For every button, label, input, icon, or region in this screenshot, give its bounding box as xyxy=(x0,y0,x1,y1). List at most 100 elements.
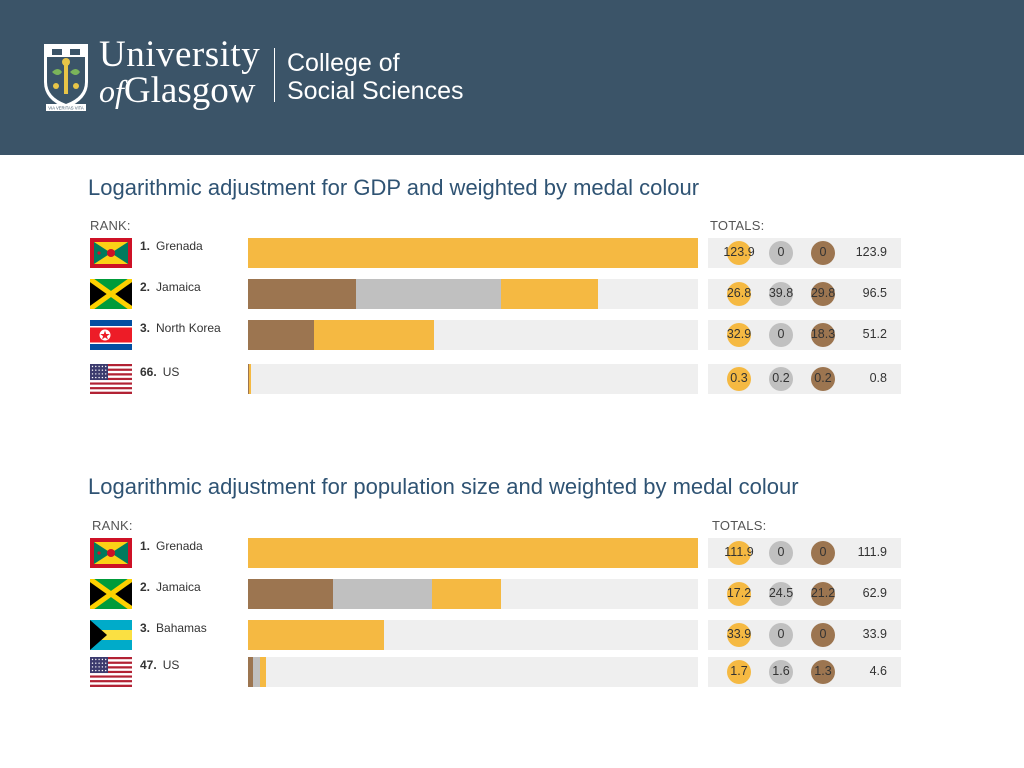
totals-row: 0.3 0.2 0.2 0.8 xyxy=(708,364,901,394)
us-flag-icon xyxy=(90,364,132,394)
bronze-medal-value: 0 xyxy=(819,627,827,641)
logo-line-glasgow: ofGlasgow xyxy=(99,72,260,109)
logo-of: of xyxy=(99,73,124,109)
silver-medal-dot xyxy=(769,582,793,606)
rank-heading: RANK: xyxy=(92,518,133,533)
silver-medal-dot xyxy=(769,623,793,647)
bronze-medal-dot xyxy=(811,660,835,684)
totals-row: 1.7 1.6 1.3 4.6 xyxy=(708,657,901,687)
totals-row: 17.2 24.5 21.2 62.9 xyxy=(708,579,901,609)
page-header: VIA VERITAS VITA University ofGlasgow Co… xyxy=(0,0,1024,155)
bronze-medal-value: 29.8 xyxy=(810,286,836,300)
bronze-medal-dot xyxy=(811,367,835,391)
silver-medal-value: 1.6 xyxy=(772,664,790,678)
country-rank-label: 3. North Korea xyxy=(140,321,221,335)
country-name: North Korea xyxy=(156,321,221,335)
gold-medal-value: 32.9 xyxy=(726,327,752,341)
bronze-medal-value: 0 xyxy=(819,245,827,259)
totals-row: 26.8 39.8 29.8 96.5 xyxy=(708,279,901,309)
totals-heading: TOTALS: xyxy=(712,518,767,533)
gold-medal-dot xyxy=(727,367,751,391)
bar-track xyxy=(248,620,698,650)
bronze-medal-value: 1.3 xyxy=(814,664,832,678)
us-flag-icon xyxy=(90,657,132,687)
silver-medal-value: 39.8 xyxy=(768,286,794,300)
bronze-medal-value: 18.3 xyxy=(810,327,836,341)
jamaica-flag-icon xyxy=(88,576,134,612)
university-logo-text: University ofGlasgow xyxy=(99,34,261,110)
logo-line-university: University xyxy=(99,34,261,75)
silver-medal-dot xyxy=(769,323,793,347)
gold-medal-value: 33.9 xyxy=(726,627,752,641)
bronze-bar-segment xyxy=(248,320,315,350)
gold-medal-value: 0.3 xyxy=(730,371,748,385)
gold-bar-segment xyxy=(314,320,434,350)
chart-panel-population: RANK: TOTALS: 1. Grenada 111.9 0 0 111.9 2. Jam… xyxy=(88,514,908,704)
gold-bar-segment xyxy=(431,579,501,609)
rank-heading: RANK: xyxy=(90,218,131,233)
bronze-medal-value: 0.2 xyxy=(814,371,832,385)
north-korea-flag-icon xyxy=(90,320,132,350)
country-name: US xyxy=(162,658,180,672)
gold-medal-value: 26.8 xyxy=(726,286,752,300)
college-line-1: College of xyxy=(287,49,400,77)
silver-medal-value: 24.5 xyxy=(768,586,794,600)
rank-number: 2. xyxy=(140,580,151,594)
logo-glasgow: Glasgow xyxy=(123,70,256,111)
total-value: 33.9 xyxy=(862,627,887,641)
bar-track xyxy=(248,238,698,268)
gold-medal-value: 1.7 xyxy=(730,664,748,678)
gold-medal-dot xyxy=(727,241,751,265)
bar-track xyxy=(248,279,698,309)
chart-panel-gdp: RANK: TOTALS: 1. Grenada 123.9 0 0 123.9 2. Jam… xyxy=(88,214,908,404)
bar-track xyxy=(248,320,698,350)
country-name: Jamaica xyxy=(156,280,201,294)
gold-medal-dot xyxy=(727,660,751,684)
gold-medal-dot xyxy=(727,323,751,347)
silver-medal-dot xyxy=(769,541,793,565)
country-rank-label: 1. Grenada xyxy=(140,239,203,253)
totals-row: 111.9 0 0 111.9 xyxy=(708,538,901,568)
total-value: 4.6 xyxy=(869,664,887,678)
silver-bar-segment xyxy=(253,657,260,687)
bronze-medal-dot xyxy=(811,623,835,647)
gold-bar-segment xyxy=(248,538,698,568)
silver-medal-dot xyxy=(769,241,793,265)
country-name: US xyxy=(162,365,180,379)
gold-medal-value: 17.2 xyxy=(726,586,752,600)
gold-bar-segment xyxy=(500,279,599,309)
country-name: Grenada xyxy=(156,539,203,553)
gold-medal-value: 111.9 xyxy=(724,545,754,559)
country-name: Grenada xyxy=(156,239,203,253)
bronze-bar-segment xyxy=(248,279,357,309)
gold-medal-value: 123.9 xyxy=(723,245,755,259)
chart-title-gdp: Logarithmic adjustment for GDP and weigh… xyxy=(88,175,700,200)
bronze-medal-dot xyxy=(811,282,835,306)
total-value: 51.2 xyxy=(862,327,887,341)
bronze-medal-dot xyxy=(811,582,835,606)
totals-row: 33.9 0 0 33.9 xyxy=(708,620,901,650)
bronze-bar-segment xyxy=(248,657,254,687)
rank-number: 47. xyxy=(140,658,157,672)
rank-number: 3. xyxy=(140,321,151,335)
rank-number: 3. xyxy=(140,621,151,635)
gold-medal-dot xyxy=(727,582,751,606)
silver-bar-segment xyxy=(356,279,501,309)
gold-bar-segment xyxy=(248,238,698,268)
bronze-medal-dot xyxy=(811,323,835,347)
crest-motto: VIA VERITAS VITA xyxy=(48,106,84,111)
college-name: College of Social Sciences xyxy=(287,49,463,105)
bar-track xyxy=(248,364,698,394)
jamaica-flag-icon xyxy=(88,276,134,312)
gold-medal-dot xyxy=(727,623,751,647)
chart-title-population: Logarithmic adjustment for population si… xyxy=(88,474,799,499)
country-rank-label: 47. US xyxy=(140,658,179,672)
country-name: Jamaica xyxy=(156,580,201,594)
silver-medal-value: 0 xyxy=(777,327,785,341)
silver-bar-segment xyxy=(333,579,432,609)
rank-number: 1. xyxy=(140,539,151,553)
total-value: 62.9 xyxy=(862,586,887,600)
gold-medal-dot xyxy=(727,282,751,306)
grenada-flag-icon xyxy=(90,238,132,268)
silver-medal-value: 0 xyxy=(777,627,785,641)
